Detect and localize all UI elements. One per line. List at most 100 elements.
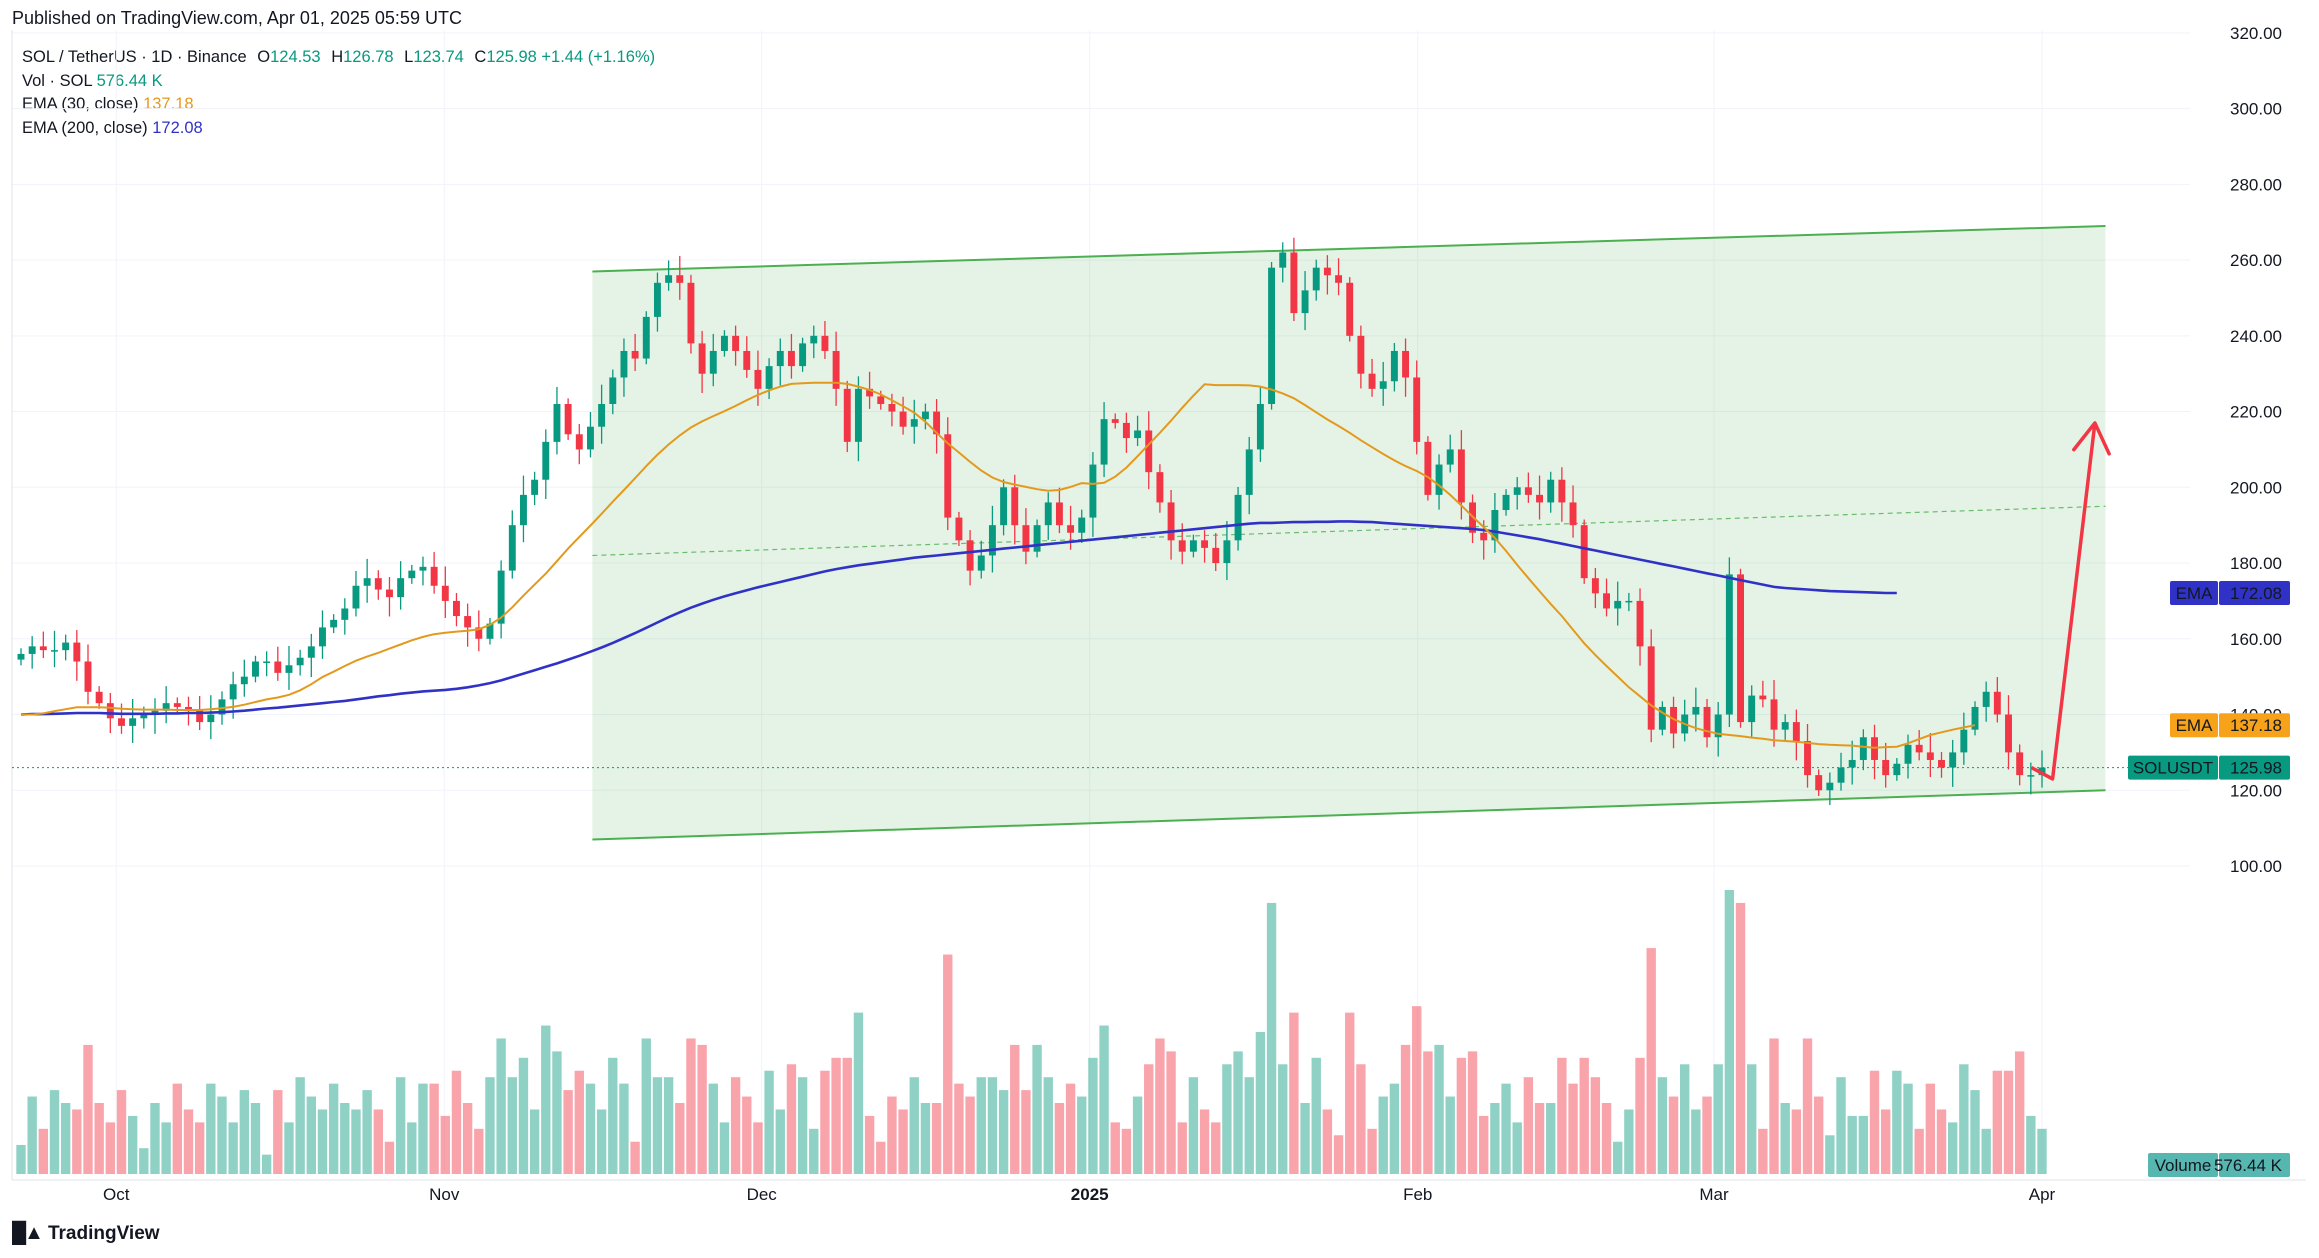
volume-bar (619, 1083, 629, 1174)
volume-bar (1691, 1109, 1701, 1174)
volume-bar (998, 1090, 1009, 1174)
candle-body (430, 566, 438, 586)
volume-bar (407, 1122, 417, 1174)
volume-row[interactable]: Vol · SOL 576.44 K (22, 70, 655, 94)
candle-body (17, 653, 25, 660)
volume-bar (1244, 1077, 1254, 1174)
volume-bar (1211, 1122, 1221, 1174)
volume-bar (16, 1144, 26, 1174)
volume-bar (1724, 890, 1735, 1174)
volume-bar (72, 1109, 82, 1174)
price-tick-label: 200.00 (2230, 478, 2282, 497)
volume-bar (1490, 1103, 1500, 1174)
projection-arrow[interactable] (2030, 421, 2111, 781)
volume-bar (1400, 1044, 1411, 1174)
volume-bar (1892, 1070, 1902, 1174)
volume-bar (1813, 1096, 1824, 1174)
volume-bar (183, 1109, 194, 1174)
volume-bar (574, 1070, 584, 1174)
candle-body (564, 403, 572, 435)
volume-bar (328, 1083, 339, 1174)
volume-bar (987, 1077, 998, 1174)
volume-bar (1289, 1012, 1299, 1174)
volume-bar (1914, 1128, 1924, 1174)
volume-bar (1389, 1083, 1400, 1174)
candle-body (408, 570, 416, 579)
volume-bar (596, 1109, 607, 1174)
candle-body (207, 714, 215, 723)
volume-bar (49, 1090, 60, 1174)
volume-bar (697, 1044, 707, 1174)
time-axis[interactable]: Oct Nov Dec 2025 Feb Mar Apr (103, 1185, 2056, 1204)
volume-bar (373, 1109, 383, 1174)
candle-body (1245, 449, 1253, 495)
brand-name: TradingView (47, 1222, 160, 1244)
volume-bar (1735, 902, 1746, 1174)
volume-bar (1836, 1077, 1846, 1174)
candle-body (252, 661, 259, 677)
volume-bar (976, 1077, 986, 1174)
candle-body (218, 699, 226, 715)
ema200-badge-value: 172.08 (2230, 584, 2282, 603)
volume-bar (1880, 1109, 1891, 1174)
volume-bar (496, 1038, 506, 1174)
candle-body (1949, 752, 1957, 768)
price-axis[interactable]: 100.00120.00140.00160.00180.00200.00220.… (2230, 24, 2282, 876)
volume-bar (139, 1148, 149, 1174)
candle-body (553, 403, 561, 442)
candle-body (776, 350, 784, 367)
volume-bar (529, 1109, 540, 1174)
change-value: +1.44 (+1.16%) (541, 48, 656, 66)
candle-body (1658, 706, 1666, 730)
tradingview-logo[interactable]: █▲ TradingView (12, 1222, 160, 1245)
volume-bar (931, 1103, 942, 1174)
symbol-title[interactable]: SOL / TetherUS · 1D · Binance (22, 48, 247, 66)
candle-body (586, 426, 594, 450)
candle-body (531, 479, 539, 495)
volume-bar (1222, 1064, 1232, 1174)
volume-bar (797, 1077, 808, 1174)
volume-bar (608, 1057, 618, 1174)
volume-bar (1166, 1051, 1176, 1174)
candle-body (1368, 373, 1376, 389)
candle-body (1859, 737, 1867, 760)
candle-body (352, 585, 360, 609)
candle-body (1759, 695, 1767, 700)
candle-body (787, 350, 795, 367)
volume-bar (630, 1141, 640, 1174)
volume-bar (1534, 1103, 1545, 1174)
candle-body (955, 517, 963, 541)
volume-bar (1780, 1103, 1790, 1174)
candle-body (1636, 600, 1644, 647)
candle-body (1904, 744, 1912, 764)
candle-body (1614, 600, 1622, 609)
volume-bar (775, 1109, 785, 1174)
volume-bar (351, 1109, 361, 1174)
volume-bar (1546, 1103, 1556, 1174)
candle-body (1491, 510, 1499, 541)
candle-body (1714, 714, 1722, 738)
candle-body (854, 388, 862, 442)
price-tick-label: 320.00 (2230, 24, 2282, 43)
volume-bar (1579, 1057, 1589, 1174)
price-tick-label: 240.00 (2230, 327, 2282, 346)
candle-body (977, 555, 985, 571)
candle-body (330, 619, 338, 628)
volume-bar (1434, 1044, 1444, 1174)
volume-bar (1635, 1057, 1645, 1174)
time-tick-label: Dec (747, 1185, 778, 1204)
high-label: H (331, 48, 344, 66)
volume-bar (1702, 1096, 1712, 1174)
candle-body (1524, 487, 1532, 495)
volume-bar (1657, 1077, 1668, 1174)
volume-bar (1456, 1057, 1467, 1174)
candle-body (162, 703, 170, 711)
volume-bar (1144, 1064, 1154, 1174)
candle-body (709, 350, 717, 374)
volume-bar (1668, 1096, 1679, 1174)
candle-body (609, 377, 617, 404)
candle-body (341, 608, 349, 620)
volume-bar (1043, 1077, 1053, 1174)
candle-body (653, 282, 661, 317)
